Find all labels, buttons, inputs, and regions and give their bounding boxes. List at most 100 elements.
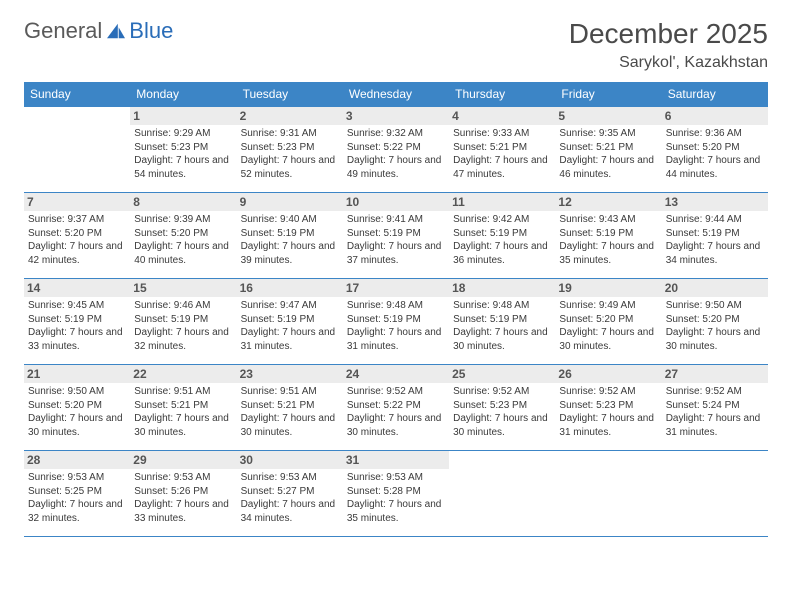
calendar-cell: 17Sunrise: 9:48 AMSunset: 5:19 PMDayligh…	[343, 279, 449, 365]
sunset-text: Sunset: 5:19 PM	[134, 313, 232, 327]
calendar-cell: 27Sunrise: 9:52 AMSunset: 5:24 PMDayligh…	[662, 365, 768, 451]
day-number: 8	[130, 193, 236, 211]
sail-icon	[105, 22, 127, 40]
sunset-text: Sunset: 5:20 PM	[666, 141, 764, 155]
day-info: Sunrise: 9:35 AMSunset: 5:21 PMDaylight:…	[559, 127, 657, 181]
sunset-text: Sunset: 5:21 PM	[559, 141, 657, 155]
day-info: Sunrise: 9:42 AMSunset: 5:19 PMDaylight:…	[453, 213, 551, 267]
day-number: 22	[130, 365, 236, 383]
calendar-row: 28Sunrise: 9:53 AMSunset: 5:25 PMDayligh…	[24, 451, 768, 537]
calendar-cell: 5 Sunrise: 9:35 AMSunset: 5:21 PMDaylight…	[555, 107, 661, 193]
calendar-cell: 1Sunrise: 9:29 AMSunset: 5:23 PMDaylight…	[130, 107, 236, 193]
day-info: Sunrise: 9:46 AMSunset: 5:19 PMDaylight:…	[134, 299, 232, 353]
calendar-cell	[24, 107, 130, 193]
sunset-text: Sunset: 5:23 PM	[453, 399, 551, 413]
dayhead-wed: Wednesday	[343, 82, 449, 107]
sunset-text: Sunset: 5:19 PM	[241, 313, 339, 327]
calendar-cell: 25Sunrise: 9:52 AMSunset: 5:23 PMDayligh…	[449, 365, 555, 451]
day-info: Sunrise: 9:50 AMSunset: 5:20 PMDaylight:…	[666, 299, 764, 353]
day-info: Sunrise: 9:52 AMSunset: 5:23 PMDaylight:…	[559, 385, 657, 439]
daylight-text: Daylight: 7 hours and 49 minutes.	[347, 154, 445, 181]
location: Sarykol', Kazakhstan	[569, 54, 768, 72]
daylight-text: Daylight: 7 hours and 46 minutes.	[559, 154, 657, 181]
day-number: 27	[662, 365, 768, 383]
sunrise-text: Sunrise: 9:31 AM	[241, 127, 339, 141]
sunrise-text: Sunrise: 9:52 AM	[666, 385, 764, 399]
calendar-cell: 15 Sunrise: 9:46 AMSunset: 5:19 PMDayligh…	[130, 279, 236, 365]
calendar-cell: 29Sunrise: 9:53 AMSunset: 5:26 PMDayligh…	[130, 451, 236, 537]
calendar-cell: 8Sunrise: 9:39 AMSunset: 5:20 PMDaylight…	[130, 193, 236, 279]
sunset-text: Sunset: 5:28 PM	[347, 485, 445, 499]
day-number: 25	[449, 365, 555, 383]
sunset-text: Sunset: 5:21 PM	[134, 399, 232, 413]
sunset-text: Sunset: 5:20 PM	[559, 313, 657, 327]
calendar-cell: 11 Sunrise: 9:42 AMSunset: 5:19 PMDayligh…	[449, 193, 555, 279]
calendar-cell: 23 Sunrise: 9:51 AMSunset: 5:21 PMDayligh…	[237, 365, 343, 451]
day-number: 16	[237, 279, 343, 297]
sunrise-text: Sunrise: 9:51 AM	[134, 385, 232, 399]
day-info: Sunrise: 9:33 AMSunset: 5:21 PMDaylight:…	[453, 127, 551, 181]
day-number: 10	[343, 193, 449, 211]
day-info: Sunrise: 9:52 AMSunset: 5:22 PMDaylight:…	[347, 385, 445, 439]
sunrise-text: Sunrise: 9:48 AM	[347, 299, 445, 313]
calendar-cell: 19Sunrise: 9:49 AMSunset: 5:20 PMDayligh…	[555, 279, 661, 365]
logo-text-blue: Blue	[129, 18, 173, 44]
sunset-text: Sunset: 5:22 PM	[347, 141, 445, 155]
day-number: 18	[449, 279, 555, 297]
sunset-text: Sunset: 5:23 PM	[134, 141, 232, 155]
calendar-cell: 21Sunrise: 9:50 AMSunset: 5:20 PMDayligh…	[24, 365, 130, 451]
day-number: 2	[237, 107, 343, 125]
daylight-text: Daylight: 7 hours and 47 minutes.	[453, 154, 551, 181]
sunset-text: Sunset: 5:19 PM	[453, 313, 551, 327]
sunrise-text: Sunrise: 9:35 AM	[559, 127, 657, 141]
calendar-cell: 22Sunrise: 9:51 AMSunset: 5:21 PMDayligh…	[130, 365, 236, 451]
day-number: 5	[555, 107, 661, 125]
sunrise-text: Sunrise: 9:48 AM	[453, 299, 551, 313]
day-info: Sunrise: 9:43 AMSunset: 5:19 PMDaylight:…	[559, 213, 657, 267]
sunset-text: Sunset: 5:23 PM	[241, 141, 339, 155]
calendar-cell: 12Sunrise: 9:43 AMSunset: 5:19 PMDayligh…	[555, 193, 661, 279]
sunset-text: Sunset: 5:22 PM	[347, 399, 445, 413]
day-info: Sunrise: 9:53 AMSunset: 5:28 PMDaylight:…	[347, 471, 445, 525]
sunrise-text: Sunrise: 9:39 AM	[134, 213, 232, 227]
daylight-text: Daylight: 7 hours and 31 minutes.	[241, 326, 339, 353]
sunset-text: Sunset: 5:19 PM	[347, 227, 445, 241]
day-number: 30	[237, 451, 343, 469]
calendar-cell	[662, 451, 768, 537]
day-number: 13	[662, 193, 768, 211]
day-number: 7	[24, 193, 130, 211]
day-info: Sunrise: 9:32 AMSunset: 5:22 PMDaylight:…	[347, 127, 445, 181]
daylight-text: Daylight: 7 hours and 33 minutes.	[28, 326, 126, 353]
sunset-text: Sunset: 5:21 PM	[453, 141, 551, 155]
calendar-cell: 18 Sunrise: 9:48 AMSunset: 5:19 PMDayligh…	[449, 279, 555, 365]
calendar-cell: 24Sunrise: 9:52 AMSunset: 5:22 PMDayligh…	[343, 365, 449, 451]
day-info: Sunrise: 9:48 AMSunset: 5:19 PMDaylight:…	[453, 299, 551, 353]
logo: General Blue	[24, 18, 173, 44]
calendar-cell: 9Sunrise: 9:40 AMSunset: 5:19 PMDaylight…	[237, 193, 343, 279]
sunrise-text: Sunrise: 9:49 AM	[559, 299, 657, 313]
daylight-text: Daylight: 7 hours and 35 minutes.	[559, 240, 657, 267]
day-number: 23	[237, 365, 343, 383]
calendar-cell: 31Sunrise: 9:53 AMSunset: 5:28 PMDayligh…	[343, 451, 449, 537]
calendar-cell: 26Sunrise: 9:52 AMSunset: 5:23 PMDayligh…	[555, 365, 661, 451]
sunset-text: Sunset: 5:26 PM	[134, 485, 232, 499]
day-info: Sunrise: 9:45 AMSunset: 5:19 PMDaylight:…	[28, 299, 126, 353]
sunrise-text: Sunrise: 9:41 AM	[347, 213, 445, 227]
daylight-text: Daylight: 7 hours and 36 minutes.	[453, 240, 551, 267]
sunrise-text: Sunrise: 9:52 AM	[347, 385, 445, 399]
daylight-text: Daylight: 7 hours and 30 minutes.	[347, 412, 445, 439]
day-number: 4	[449, 107, 555, 125]
day-number: 11	[449, 193, 555, 211]
day-number: 15	[130, 279, 236, 297]
calendar-cell: 7Sunrise: 9:37 AMSunset: 5:20 PMDaylight…	[24, 193, 130, 279]
day-info: Sunrise: 9:53 AMSunset: 5:27 PMDaylight:…	[241, 471, 339, 525]
day-info: Sunrise: 9:51 AMSunset: 5:21 PMDaylight:…	[241, 385, 339, 439]
sunrise-text: Sunrise: 9:45 AM	[28, 299, 126, 313]
sunrise-text: Sunrise: 9:47 AM	[241, 299, 339, 313]
daylight-text: Daylight: 7 hours and 30 minutes.	[559, 326, 657, 353]
daylight-text: Daylight: 7 hours and 32 minutes.	[134, 326, 232, 353]
sunrise-text: Sunrise: 9:50 AM	[28, 385, 126, 399]
sunrise-text: Sunrise: 9:53 AM	[28, 471, 126, 485]
day-info: Sunrise: 9:53 AMSunset: 5:26 PMDaylight:…	[134, 471, 232, 525]
header: General Blue December 2025 Sarykol', Kaz…	[24, 18, 768, 72]
